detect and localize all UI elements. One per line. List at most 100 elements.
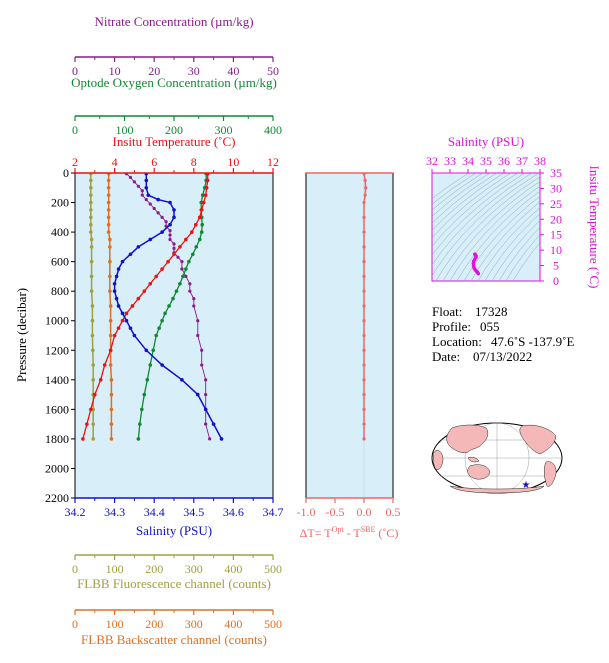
map-australia bbox=[467, 464, 491, 480]
salinity-point bbox=[160, 230, 164, 234]
temperature-point bbox=[201, 200, 206, 205]
pressure-axis: 0 200 400 600 800 1000 1200 1400 1600 1800 2000 220… bbox=[45, 166, 75, 505]
temperature-point bbox=[136, 296, 141, 301]
temperature-point bbox=[116, 326, 121, 330]
delta-t-plot: -1.0 -0.5 0.0 0.5 ΔT= TOpt - TSBE (˚C) bbox=[297, 172, 401, 540]
oxygen-point bbox=[151, 348, 156, 353]
pressure-tick-label: 800 bbox=[51, 284, 69, 298]
oxygen-point bbox=[136, 437, 141, 441]
fluorescence-point bbox=[89, 193, 93, 197]
nitrate-tick-label: 40 bbox=[227, 64, 239, 78]
salinity-point bbox=[112, 281, 117, 286]
salinity-point bbox=[168, 200, 172, 205]
map-africa-edge bbox=[433, 450, 444, 470]
temperature-point bbox=[142, 289, 147, 293]
fluorescence-point bbox=[89, 185, 93, 190]
salinity-point bbox=[203, 407, 208, 412]
temperature-tick-label: 10 bbox=[227, 155, 239, 169]
ts-density-contour bbox=[432, 173, 498, 224]
temperature-point bbox=[160, 267, 164, 271]
backscatter-point bbox=[106, 222, 111, 227]
ts-density-contour bbox=[491, 219, 540, 281]
nitrate-point bbox=[144, 197, 148, 202]
temperature-point bbox=[93, 392, 97, 397]
ts-xtick-label: 33 bbox=[444, 154, 456, 168]
map-asia bbox=[446, 424, 489, 454]
fluorescence-tick-label: 500 bbox=[264, 562, 282, 576]
backscatter-point bbox=[109, 378, 114, 382]
temperature-point bbox=[102, 363, 107, 367]
temperature-axis: 2 4 6 8 10 12 bbox=[72, 155, 279, 174]
nitrate-point bbox=[208, 437, 212, 441]
salinity-point bbox=[168, 222, 172, 227]
temperature-point bbox=[204, 185, 209, 190]
ts-density-contour bbox=[432, 173, 484, 211]
oxygen-point bbox=[187, 259, 191, 264]
temperature-point bbox=[178, 245, 182, 249]
ts-ylabel: Insitu Temperature (˚C) bbox=[587, 165, 602, 288]
salinity-point bbox=[172, 208, 176, 212]
fluorescence-point bbox=[89, 222, 93, 227]
oxygen-point bbox=[178, 281, 182, 286]
delta-t-series bbox=[362, 173, 368, 498]
oxygen-axis-label: Optode Oxygen Concentration (µm/kg) bbox=[71, 75, 277, 90]
nitrate-point bbox=[204, 422, 208, 426]
delta-t-tick-label: -1.0 bbox=[297, 505, 316, 519]
nitrate-point bbox=[164, 220, 168, 224]
fluorescence-point bbox=[89, 200, 93, 205]
salinity-point bbox=[128, 252, 133, 257]
salinity-point bbox=[116, 304, 121, 308]
nitrate-axis: 0 10 20 30 40 50 bbox=[72, 56, 279, 78]
oxygen-point bbox=[160, 318, 164, 323]
salinity-point bbox=[136, 245, 141, 249]
temperature-point bbox=[89, 407, 93, 412]
nitrate-point bbox=[204, 378, 208, 382]
nitrate-point bbox=[168, 237, 172, 242]
delta-t-point bbox=[362, 422, 366, 426]
salinity-tick-label: 34.5 bbox=[183, 505, 204, 519]
world-map: ★ bbox=[431, 422, 563, 494]
backscatter-tick-label: 0 bbox=[72, 617, 78, 631]
ts-ytick-label: 0 bbox=[553, 274, 559, 288]
pressure-tick-label: 600 bbox=[51, 255, 69, 269]
backscatter-point bbox=[108, 274, 112, 279]
fluorescence-tick-label: 100 bbox=[106, 562, 124, 576]
salinity-point bbox=[116, 267, 121, 271]
ts-density-contour bbox=[505, 234, 540, 281]
backscatter-tick-label: 200 bbox=[145, 617, 163, 631]
delta-t-tick-label: 0.5 bbox=[386, 505, 401, 519]
temperature-point bbox=[112, 333, 117, 338]
pressure-tick-label: 2200 bbox=[45, 491, 69, 505]
delta-t-point bbox=[362, 304, 366, 308]
salinity-axis: 34.2 34.3 34.4 34.5 34.6 34.7 bbox=[65, 497, 284, 519]
salinity-point bbox=[144, 348, 149, 353]
backscatter-tick-label: 400 bbox=[224, 617, 242, 631]
nitrate-point bbox=[176, 255, 180, 259]
fluorescence-point bbox=[89, 178, 93, 183]
delta-t-point bbox=[362, 319, 366, 323]
ts-ytick-label: 20 bbox=[550, 212, 562, 226]
temperature-tick-label: 12 bbox=[267, 155, 279, 169]
map-sea-islands bbox=[467, 456, 480, 463]
backscatter-point bbox=[106, 185, 111, 190]
ts-xtick-label: 37 bbox=[516, 154, 528, 168]
fluorescence-point bbox=[89, 215, 93, 220]
profile-value: 055 bbox=[480, 319, 500, 334]
delta-t-point bbox=[362, 274, 366, 279]
ts-density-contour bbox=[435, 176, 540, 281]
ts-density-contour bbox=[512, 242, 540, 281]
nitrate-point bbox=[148, 202, 152, 206]
temperature-point bbox=[108, 348, 113, 353]
pressure-tick-label: 200 bbox=[51, 196, 69, 210]
oxygen-point bbox=[199, 200, 204, 205]
nitrate-point bbox=[188, 282, 192, 286]
oxygen-tick-label: 300 bbox=[215, 123, 233, 137]
nitrate-point bbox=[184, 274, 188, 279]
ts-density-contour bbox=[432, 173, 512, 239]
location-label: Location: bbox=[432, 334, 482, 349]
nitrate-tick-label: 50 bbox=[267, 64, 279, 78]
ts-xtick-label: 32 bbox=[426, 154, 438, 168]
main-plot-background bbox=[74, 172, 274, 499]
salinity-point bbox=[146, 193, 151, 197]
